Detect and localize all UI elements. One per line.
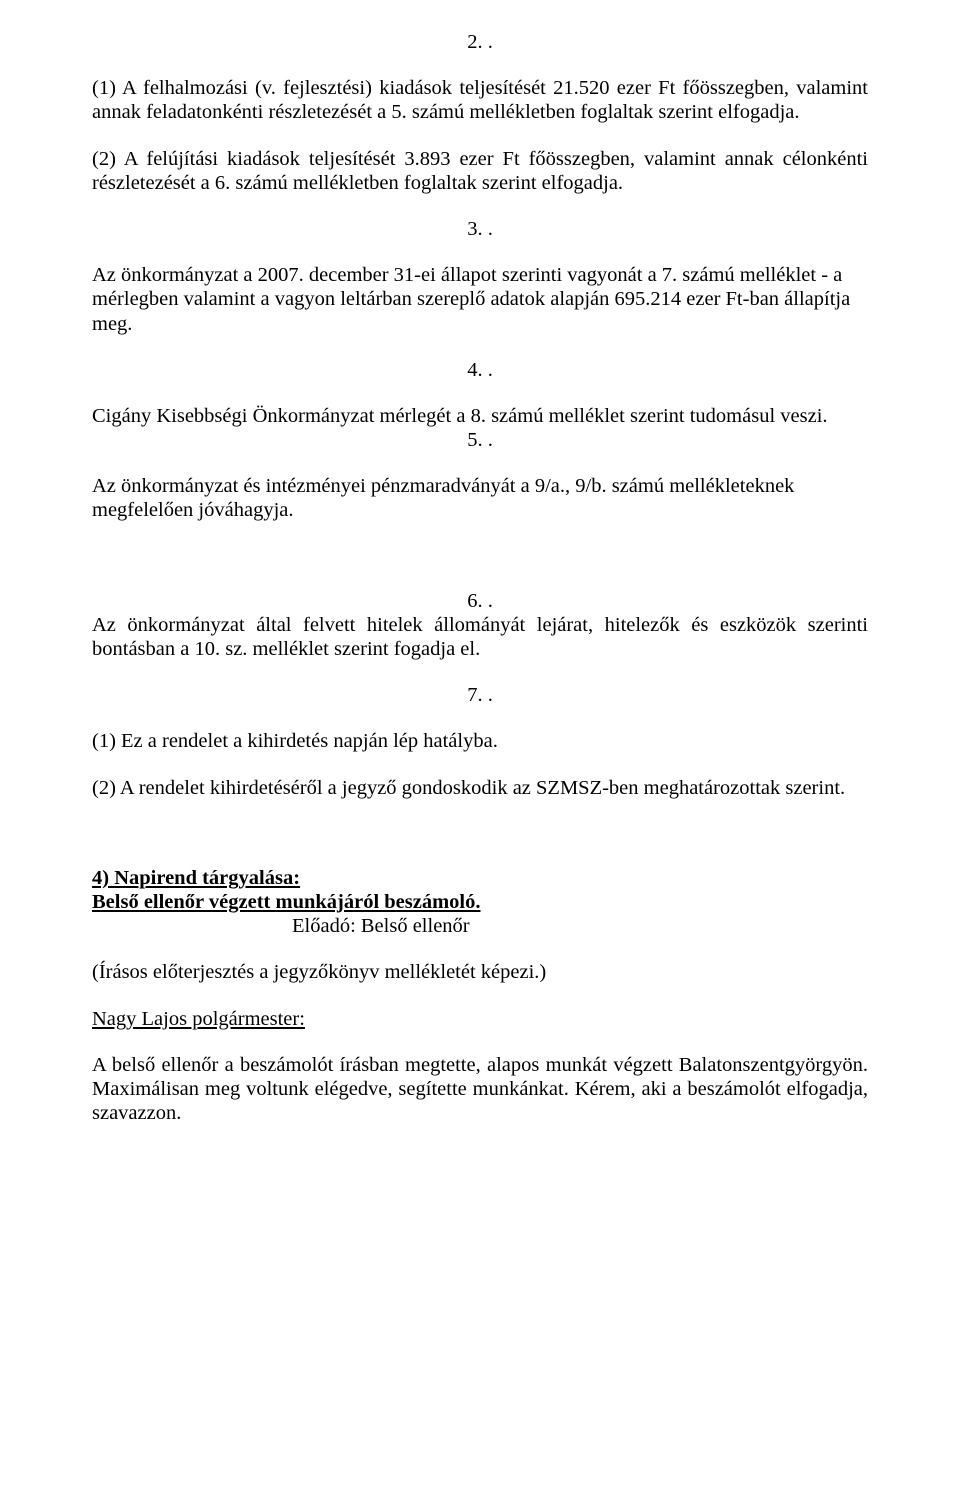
section-number-5: 5. .	[92, 428, 868, 452]
paragraph-2-2: (2) A felújítási kiadások teljesítését 3…	[92, 147, 868, 195]
agenda-presenter: Előadó: Belső ellenőr	[92, 914, 868, 938]
spacer	[92, 545, 868, 589]
agenda-item-4-subject: Belső ellenőr végzett munkájáról beszámo…	[92, 890, 868, 914]
document-page: 2. . (1) A felhalmozási (v. fejlesztési)…	[0, 0, 960, 1501]
agenda-item-4-title: 4) Napirend tárgyalása:	[92, 866, 868, 890]
paragraph-4-1: Cigány Kisebbségi Önkormányzat mérlegét …	[92, 404, 868, 428]
speaker-name: Nagy Lajos polgármester:	[92, 1007, 868, 1031]
paragraph-7-1: (1) Ez a rendelet a kihirdetés napján lé…	[92, 729, 868, 753]
speaker-speech: A belső ellenőr a beszámolót írásban meg…	[92, 1053, 868, 1126]
paragraph-7-2: (2) A rendelet kihirdetéséről a jegyző g…	[92, 776, 868, 800]
paragraph-3-1: Az önkormányzat a 2007. december 31-ei á…	[92, 263, 868, 336]
section-number-3: 3. .	[92, 217, 868, 241]
section-number-2: 2. .	[92, 30, 868, 54]
paragraph-5-1: Az önkormányzat és intézményei pénzmarad…	[92, 474, 868, 522]
section-number-7: 7. .	[92, 683, 868, 707]
paragraph-2-1: (1) A felhalmozási (v. fejlesztési) kiad…	[92, 76, 868, 124]
spacer	[92, 822, 868, 866]
section-number-4: 4. .	[92, 358, 868, 382]
agenda-note: (Írásos előterjesztés a jegyzőkönyv mell…	[92, 960, 868, 984]
section-number-6: 6. .	[92, 589, 868, 613]
paragraph-6-1: Az önkormányzat által felvett hitelek ál…	[92, 613, 868, 661]
